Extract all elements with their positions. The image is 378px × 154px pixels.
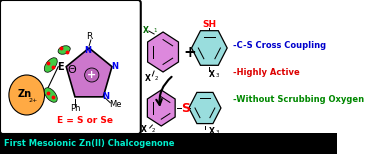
Text: -C-S Cross Coupling: -C-S Cross Coupling <box>234 41 327 49</box>
Text: E = S or Se: E = S or Se <box>57 116 113 124</box>
Text: X: X <box>143 26 149 34</box>
Text: X: X <box>141 126 147 134</box>
Text: X: X <box>145 73 150 83</box>
Text: E: E <box>57 62 64 72</box>
Ellipse shape <box>58 46 70 54</box>
Text: 3: 3 <box>215 130 219 136</box>
Text: -Highly Active: -Highly Active <box>234 67 300 77</box>
Polygon shape <box>189 92 221 124</box>
Polygon shape <box>192 31 227 65</box>
Text: +: + <box>87 70 96 80</box>
Text: Zn: Zn <box>18 89 32 99</box>
Text: SH: SH <box>202 20 217 28</box>
Text: Θ: Θ <box>67 65 76 75</box>
Text: N: N <box>102 92 109 101</box>
Text: N: N <box>84 45 91 55</box>
Text: X: X <box>209 128 215 136</box>
Text: First Mesoionic Zn(II) Chalcogenone: First Mesoionic Zn(II) Chalcogenone <box>5 138 175 148</box>
Polygon shape <box>147 90 175 126</box>
Text: S: S <box>181 101 190 115</box>
Text: R: R <box>86 32 92 41</box>
Text: X: X <box>209 69 215 79</box>
Bar <box>0 133 337 154</box>
Ellipse shape <box>85 68 99 82</box>
Text: -Without Scrubbing Oxygen: -Without Scrubbing Oxygen <box>234 95 364 103</box>
Text: Me: Me <box>110 100 122 109</box>
FancyBboxPatch shape <box>0 0 141 134</box>
Text: +: + <box>183 45 196 59</box>
Text: 2+: 2+ <box>28 97 37 103</box>
Polygon shape <box>148 32 178 72</box>
Text: Ph: Ph <box>70 104 80 113</box>
Text: 2: 2 <box>152 128 155 132</box>
Polygon shape <box>66 48 112 97</box>
Ellipse shape <box>44 58 57 72</box>
Text: 2: 2 <box>155 75 158 81</box>
Text: 3: 3 <box>215 73 219 77</box>
Circle shape <box>9 75 45 115</box>
Text: N: N <box>111 62 118 71</box>
Text: 1: 1 <box>153 28 157 32</box>
Ellipse shape <box>44 88 57 102</box>
